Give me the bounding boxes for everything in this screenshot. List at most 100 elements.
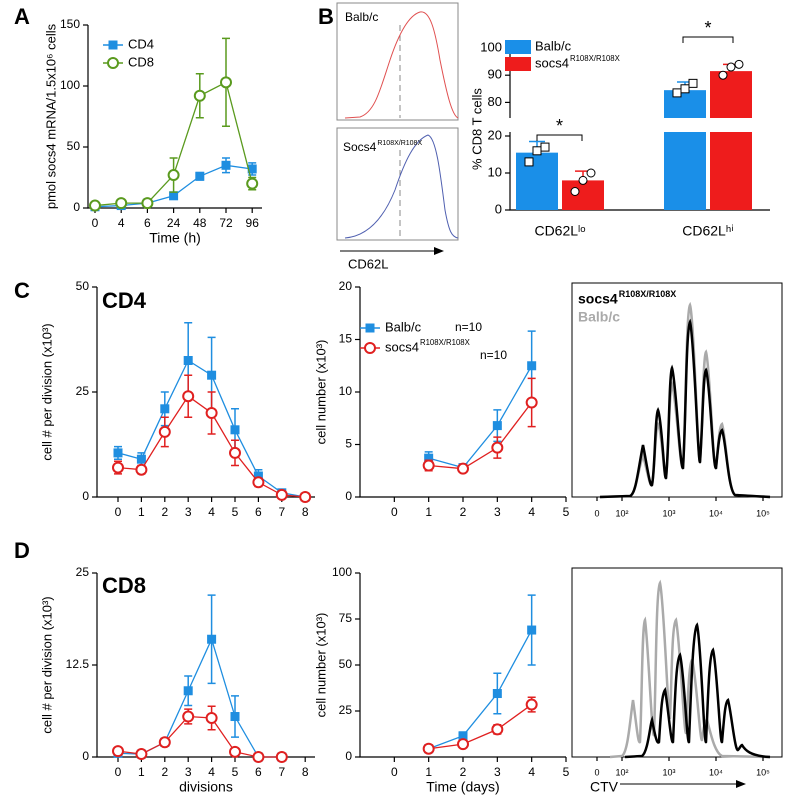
marker bbox=[252, 476, 265, 489]
x-tick-label: 1 bbox=[138, 505, 145, 519]
x-tick-label: CD62Lˡᵒ bbox=[534, 223, 585, 239]
flow-box bbox=[336, 2, 459, 121]
marker bbox=[183, 356, 193, 365]
ctv-box bbox=[571, 282, 783, 498]
x-tick-label: 5 bbox=[563, 505, 570, 519]
y-axis-label: cell # per division (x10³) bbox=[39, 323, 54, 460]
marker bbox=[365, 323, 375, 333]
y-tick-label: 15 bbox=[339, 332, 353, 346]
axis bbox=[96, 287, 315, 498]
ctv-histogram bbox=[609, 579, 771, 759]
y-tick-label: 20 bbox=[339, 279, 353, 293]
y-axis-label: cell # per division (x10³) bbox=[39, 596, 54, 733]
y-tick-label: 0 bbox=[82, 489, 89, 503]
y-tick-label: 75 bbox=[339, 611, 353, 625]
marker bbox=[141, 197, 154, 210]
legend-note: n=10 bbox=[480, 348, 507, 362]
y-tick-label: 50 bbox=[76, 279, 90, 293]
x-tick-label: 0 bbox=[391, 505, 398, 519]
marker bbox=[115, 197, 128, 210]
x-tick-label: 72 bbox=[219, 216, 233, 230]
data-point bbox=[672, 88, 682, 98]
marker bbox=[492, 421, 502, 431]
x-tick-label: 0 bbox=[594, 767, 599, 777]
x-tick-label: 0 bbox=[594, 508, 599, 518]
x-tick-label: 3 bbox=[494, 505, 501, 519]
bar bbox=[516, 152, 558, 210]
y-tick-label: 80 bbox=[488, 94, 502, 109]
x-tick-label: 24 bbox=[167, 216, 181, 230]
y-tick-label: 0 bbox=[73, 200, 80, 214]
marker bbox=[230, 425, 240, 435]
legend-label-sup: R108X/R108X bbox=[420, 338, 471, 347]
x-axis-label: divisions bbox=[179, 779, 233, 795]
x-tick-label: 5 bbox=[563, 765, 570, 779]
marker bbox=[182, 390, 195, 403]
x-tick-label: 2 bbox=[460, 765, 467, 779]
y-tick-label: 100 bbox=[332, 565, 352, 579]
marker bbox=[107, 57, 119, 69]
marker bbox=[167, 169, 180, 182]
x-tick-label: 4 bbox=[208, 765, 215, 779]
x-tick-label: 10⁴ bbox=[709, 508, 723, 518]
series-line bbox=[428, 402, 533, 470]
x-tick-label: 1 bbox=[138, 765, 145, 779]
arrow-head bbox=[736, 780, 746, 788]
x-tick-label: 5 bbox=[232, 505, 239, 519]
x-tick-label: 0 bbox=[391, 765, 398, 779]
data-point bbox=[680, 84, 690, 94]
chart-title: CD4 bbox=[102, 288, 147, 313]
x-tick-label: 4 bbox=[208, 505, 215, 519]
marker bbox=[89, 199, 101, 212]
panel-label: B bbox=[318, 4, 334, 29]
legend-note: n=10 bbox=[455, 320, 482, 334]
y-tick-label: 10 bbox=[339, 384, 353, 398]
x-tick-label: 2 bbox=[460, 505, 467, 519]
marker bbox=[169, 191, 179, 201]
data-point bbox=[734, 59, 744, 69]
data-point bbox=[570, 187, 580, 196]
data-point bbox=[524, 157, 534, 167]
marker bbox=[205, 407, 218, 419]
axis bbox=[96, 573, 315, 758]
x-tick-label: 6 bbox=[144, 216, 151, 230]
data-point bbox=[718, 70, 728, 80]
x-tick-label: 7 bbox=[278, 765, 285, 779]
y-axis-label: % CD8 T cells bbox=[469, 88, 484, 170]
x-tick-label: 4 bbox=[528, 765, 535, 779]
data-point bbox=[586, 168, 596, 178]
significance: * bbox=[556, 116, 563, 136]
marker bbox=[182, 710, 195, 723]
x-tick-label: 7 bbox=[278, 505, 285, 519]
legend-swatch bbox=[505, 57, 531, 71]
marker bbox=[247, 164, 257, 174]
y-tick-label: 0 bbox=[345, 749, 352, 763]
marker bbox=[158, 425, 171, 438]
marker bbox=[458, 731, 468, 741]
legend-label-sup: R108X/R108X bbox=[619, 289, 677, 299]
x-tick-label: 96 bbox=[246, 216, 260, 230]
bar bbox=[664, 90, 706, 210]
marker bbox=[492, 689, 502, 699]
marker bbox=[158, 736, 171, 749]
marker bbox=[207, 370, 217, 380]
marker bbox=[527, 361, 537, 371]
marker bbox=[299, 491, 312, 503]
bar bbox=[562, 180, 604, 210]
ctv-box bbox=[571, 567, 783, 758]
y-axis-label: cell number (x10³) bbox=[313, 613, 328, 718]
marker bbox=[364, 342, 376, 354]
marker bbox=[275, 751, 288, 763]
axis-break bbox=[511, 118, 771, 132]
marker bbox=[252, 751, 265, 763]
x-tick-label: 6 bbox=[255, 765, 262, 779]
legend-label: socs4 bbox=[385, 339, 419, 354]
marker bbox=[457, 738, 469, 751]
x-tick-label: 4 bbox=[118, 216, 125, 230]
series-line bbox=[117, 637, 282, 758]
legend-label: Balb/c bbox=[578, 309, 620, 325]
data-point bbox=[532, 146, 542, 156]
x-tick-label: 10³ bbox=[662, 767, 675, 777]
x-tick-label: 10² bbox=[615, 767, 628, 777]
